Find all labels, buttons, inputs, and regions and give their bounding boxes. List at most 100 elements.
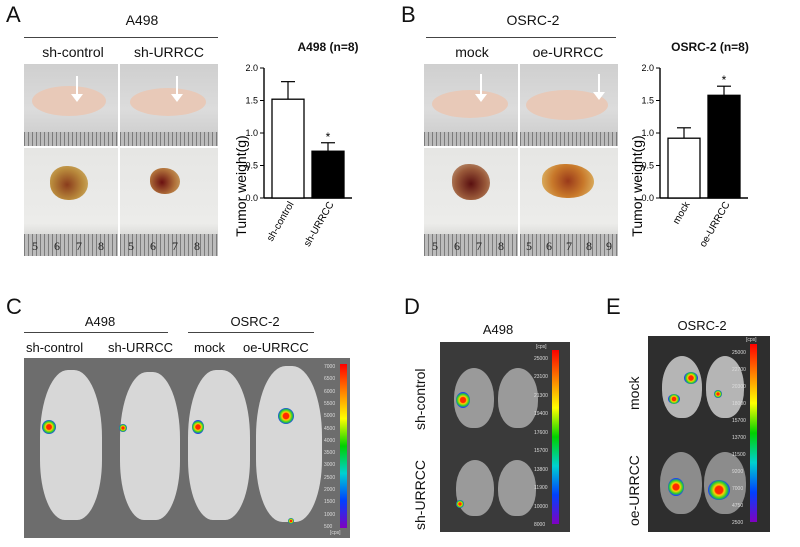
y-tick-label: 1.5: [245, 96, 258, 106]
panel-a-cell-line: A498: [125, 12, 159, 28]
significance-mark: *: [722, 73, 727, 87]
ruler: 5 6 7 8 9: [520, 234, 618, 256]
ruler-number: 7: [76, 239, 82, 253]
tumor: [542, 164, 594, 198]
y-tick-label: 0.0: [641, 193, 654, 203]
y-tick-label: 0.0: [245, 193, 258, 203]
ruler-number: 7: [566, 239, 572, 253]
mouse-silhouette: [40, 370, 102, 520]
color-scale-unit: [cps]: [536, 344, 547, 350]
signal-spot: [119, 424, 127, 432]
y-tick-label: 1.0: [245, 128, 258, 138]
panel-a-underline: [24, 37, 218, 38]
color-scale-tick: 11500: [732, 452, 746, 458]
bar-oe-URRCC: [707, 94, 741, 199]
color-scale-tick: 15700: [732, 418, 746, 424]
y-tick-label: 2.0: [641, 63, 654, 73]
y-tick-label: 1.0: [641, 128, 654, 138]
color-scale-tick: 8000: [534, 522, 546, 528]
y-tick-label: 2.0: [245, 63, 258, 73]
category-label: sh-URRCC: [302, 200, 337, 249]
chart-b-ylabel: Tumor weight(g): [629, 135, 645, 236]
signal-spot: [714, 390, 722, 398]
arrow-icon: [475, 74, 487, 102]
ruler-number: 9: [606, 239, 612, 253]
signal-spot: [288, 518, 294, 524]
signal-spot: [456, 392, 470, 408]
ruler-number: 6: [54, 239, 60, 253]
lung-lobe: [498, 368, 538, 428]
mouse-silhouette: [120, 372, 180, 520]
color-scale-tick: 7000: [324, 364, 336, 370]
ruler-number: 5: [432, 239, 438, 253]
color-scale-tick: 18000: [732, 401, 746, 407]
significance-mark: *: [326, 130, 331, 144]
mouse-photo-mock: [424, 64, 518, 146]
color-scale-tick: 19400: [534, 411, 548, 418]
lung-lobe: [662, 356, 702, 418]
mouse-photo-oe-urrcc: [520, 64, 618, 146]
color-scale-bar: [750, 344, 757, 522]
tumor-photo-mock: 5 6 7 8: [424, 148, 518, 256]
panel-b-cell-line: OSRC-2: [506, 12, 560, 28]
color-scale-tick: 2500: [732, 520, 744, 526]
y-tick-label: 0.5: [245, 161, 258, 171]
panel-a-group-2: sh-URRCC: [134, 44, 204, 60]
color-scale-tick: 17600: [534, 429, 548, 436]
color-scale-bar: [340, 364, 347, 528]
color-scale-tick: 4500: [324, 425, 336, 432]
tumor: [50, 166, 88, 200]
panel-label-a: A: [6, 2, 21, 27]
ruler-number: 5: [32, 239, 38, 253]
signal-spot: [278, 408, 294, 424]
panel-label-d: D: [404, 294, 420, 319]
ruler-number: 8: [586, 239, 592, 253]
ruler-number: 7: [476, 239, 482, 253]
chart-b-title: OSRC-2 (n=8): [671, 40, 749, 54]
ivis-image-d: 25000 23100 21300 19400 17600 15700 13800 11900…: [440, 342, 570, 532]
color-scale-tick: 2000: [324, 487, 336, 494]
color-scale-tick: 3000: [324, 462, 336, 469]
tumor-photo-sh-urrcc: 5 6 7 8: [120, 148, 218, 256]
mouse-photo-sh-urrcc: [120, 64, 218, 146]
color-scale-tick: 9200: [732, 469, 744, 475]
ruler-number: 6: [150, 239, 156, 253]
color-scale-tick: 5500: [324, 400, 336, 407]
panel-b-underline: [426, 37, 616, 38]
tumor: [150, 168, 180, 194]
color-scale-unit: [cps]: [746, 337, 757, 343]
ivis-image-e: 25000 22700 20300 18000 15700 13700 11500 9200 7…: [648, 336, 770, 532]
ruler-number: 6: [546, 239, 552, 253]
panel-label-e: E: [606, 294, 621, 319]
mouse-body: [130, 88, 206, 116]
color-scale-tick: 20300: [732, 384, 746, 390]
panel-c-underline-2: [188, 332, 314, 333]
y-tick-label: 0.5: [641, 161, 654, 171]
mouse-body: [432, 90, 508, 118]
category-label: oe-URRCC: [698, 200, 733, 249]
panel-d-row-1: sh-control: [412, 368, 428, 430]
ruler-number: 6: [454, 239, 460, 253]
ruler: [120, 132, 218, 146]
signal-spot: [668, 478, 684, 496]
bar-mock: [667, 137, 701, 199]
ruler-number: 5: [526, 239, 532, 253]
color-scale-tick: 25000: [534, 356, 548, 362]
signal-spot: [192, 420, 204, 434]
color-scale-bar: [552, 350, 559, 524]
category-label: mock: [671, 199, 693, 226]
panel-a-group-1: sh-control: [42, 44, 104, 60]
mouse-silhouette: [256, 366, 322, 522]
tumor: [452, 164, 490, 200]
panel-c-group-4: oe-URRCC: [243, 340, 309, 355]
tumor-photo-oe-urrcc: 5 6 7 8 9: [520, 148, 618, 256]
panel-label-b: B: [401, 2, 416, 27]
lung-lobe: [498, 460, 536, 516]
category-label: sh-control: [265, 200, 296, 244]
color-scale-tick: 7000: [732, 486, 744, 492]
ruler: [520, 132, 618, 146]
panel-b-group-2: oe-URRCC: [532, 44, 604, 60]
ruler: 5 6 7 8: [424, 234, 518, 256]
ruler-number: 5: [128, 239, 134, 253]
signal-spot: [42, 420, 56, 434]
